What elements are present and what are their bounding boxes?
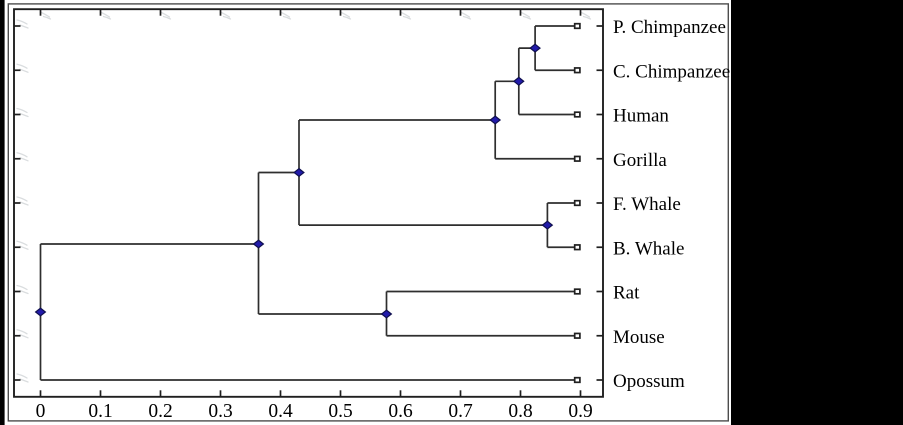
svg-text:0.9: 0.9 — [568, 401, 592, 422]
svg-text:0.8: 0.8 — [508, 401, 532, 422]
svg-text:Human: Human — [613, 106, 669, 127]
svg-text:0: 0 — [36, 401, 46, 422]
svg-text:0.2: 0.2 — [148, 401, 172, 422]
svg-text:0.1: 0.1 — [88, 401, 112, 422]
svg-text:F. Whale: F. Whale — [613, 194, 681, 215]
svg-text:B. Whale: B. Whale — [613, 238, 684, 259]
svg-text:Opossum: Opossum — [613, 371, 685, 392]
svg-text:0.6: 0.6 — [388, 401, 413, 422]
svg-text:0.3: 0.3 — [208, 401, 232, 422]
svg-text:C. Chimpanzee: C. Chimpanzee — [613, 61, 730, 82]
svg-text:P. Chimpanzee: P. Chimpanzee — [613, 17, 726, 38]
svg-text:0.7: 0.7 — [448, 401, 473, 422]
svg-text:0.4: 0.4 — [268, 401, 293, 422]
svg-text:Rat: Rat — [613, 283, 640, 304]
svg-text:0.5: 0.5 — [328, 401, 352, 422]
svg-text:Gorilla: Gorilla — [613, 150, 667, 171]
svg-text:Mouse: Mouse — [613, 327, 665, 348]
